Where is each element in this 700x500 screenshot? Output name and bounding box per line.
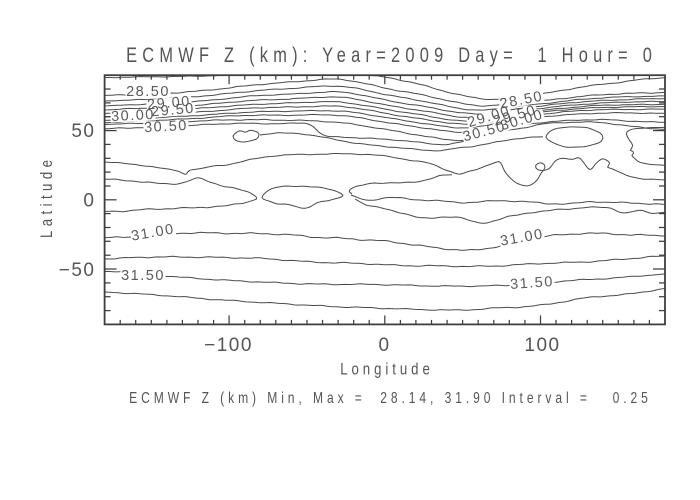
svg-text:31.00: 31.00 [130, 221, 176, 244]
svg-text:0: 0 [378, 335, 390, 356]
svg-text:30.50: 30.50 [144, 118, 189, 136]
svg-text:30.00: 30.00 [111, 107, 156, 125]
svg-text:0: 0 [83, 191, 95, 212]
svg-text:29.00: 29.00 [146, 94, 191, 114]
svg-text:31.00: 31.00 [499, 226, 545, 249]
svg-text:29.50: 29.50 [150, 101, 195, 121]
svg-text:−100: −100 [204, 335, 253, 356]
svg-text:31.50: 31.50 [510, 274, 555, 293]
svg-text:31.50: 31.50 [121, 268, 165, 284]
svg-text:Longitude: Longitude [340, 360, 430, 379]
svg-text:50: 50 [71, 121, 95, 142]
svg-text:Latitude: Latitude [38, 160, 57, 238]
svg-text:−50: −50 [59, 260, 96, 281]
svg-text:ECMWF Z (km) Min, Max = 28.14: ECMWF Z (km) Min, Max = 28.14, 31.90 Int… [129, 389, 648, 407]
svg-text:ECMWF Z (km): Year=2009 Day=: ECMWF Z (km): Year=2009 Day= 1 Hour= 0 [126, 43, 652, 66]
svg-text:28.50: 28.50 [126, 84, 170, 100]
svg-text:100: 100 [524, 335, 560, 356]
